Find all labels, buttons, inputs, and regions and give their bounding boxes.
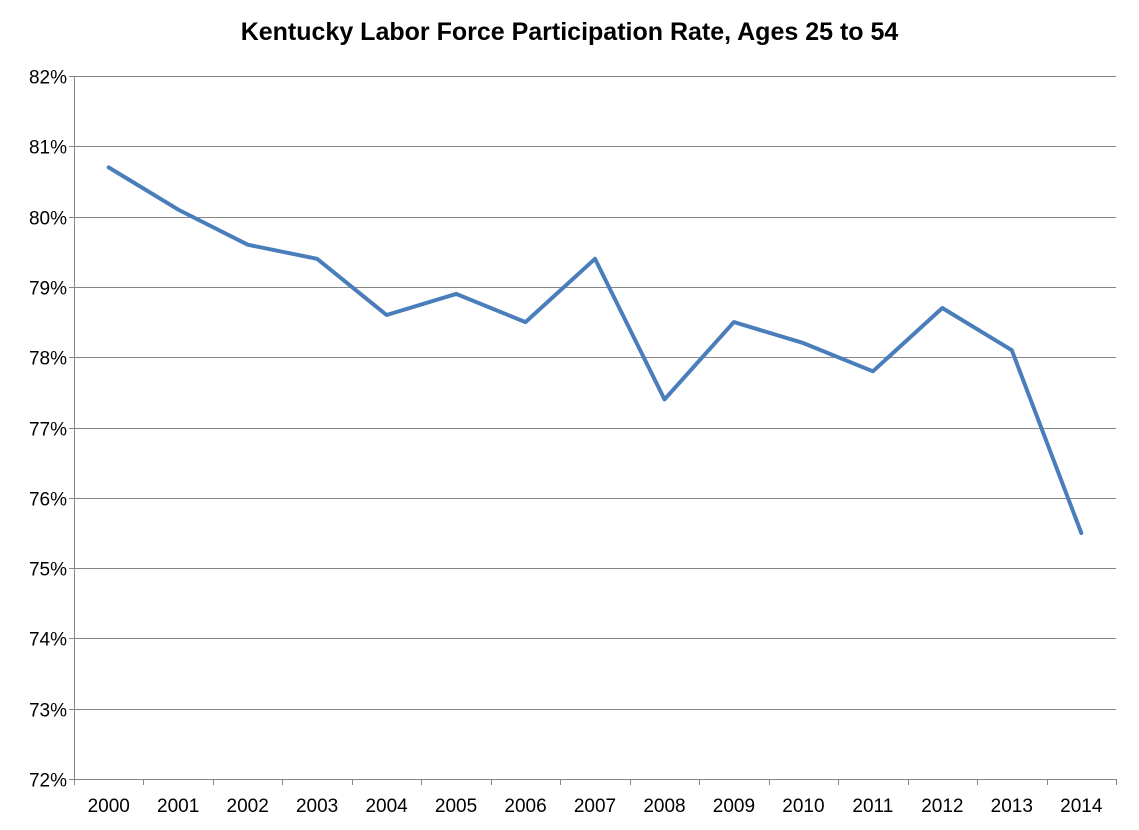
y-tick-label: 79% xyxy=(29,279,67,300)
x-tick-label: 2010 xyxy=(782,796,824,817)
x-tick-label: 2008 xyxy=(643,796,685,817)
chart-title: Kentucky Labor Force Participation Rate,… xyxy=(240,18,899,46)
x-tick-label: 2000 xyxy=(88,796,130,817)
series-line xyxy=(106,165,1084,535)
y-tick-label: 82% xyxy=(29,68,67,89)
y-tick-label: 80% xyxy=(29,209,67,230)
series-layer xyxy=(106,165,1084,535)
x-tick-label: 2011 xyxy=(852,796,893,817)
x-tick-label: 2007 xyxy=(574,796,616,817)
x-tick-label: 2006 xyxy=(504,796,546,817)
y-axis-tick-labels: 72% 73% 74% 75% 76% 77% 78% 79% 80% 81% 82% xyxy=(29,68,67,792)
x-axis-tick-labels: 2000 2001 2002 2003 2004 2005 2006 2007 2008 2009… xyxy=(88,796,1103,817)
y-tick-label: 75% xyxy=(29,560,67,581)
x-tick-label: 2004 xyxy=(365,796,408,817)
y-tick-label: 77% xyxy=(29,420,67,441)
x-tick-label: 2012 xyxy=(921,796,963,817)
x-tick-label: 2003 xyxy=(296,796,338,817)
y-tick-label: 78% xyxy=(29,349,67,370)
x-tick-label: 2014 xyxy=(1060,796,1103,817)
y-tick-label: 81% xyxy=(29,138,67,159)
x-tick-label: 2013 xyxy=(991,796,1033,817)
y-tick-label: 76% xyxy=(29,490,67,511)
x-tick-label: 2002 xyxy=(227,796,269,817)
y-tick-label: 72% xyxy=(29,771,67,792)
axes xyxy=(69,76,1117,785)
x-tick-label: 2005 xyxy=(435,796,477,817)
x-tick-label: 2001 xyxy=(157,796,199,817)
y-tick-label: 73% xyxy=(29,701,67,722)
gridlines xyxy=(74,76,1116,710)
y-tick-label: 74% xyxy=(29,630,67,651)
x-tick-label: 2009 xyxy=(713,796,755,817)
